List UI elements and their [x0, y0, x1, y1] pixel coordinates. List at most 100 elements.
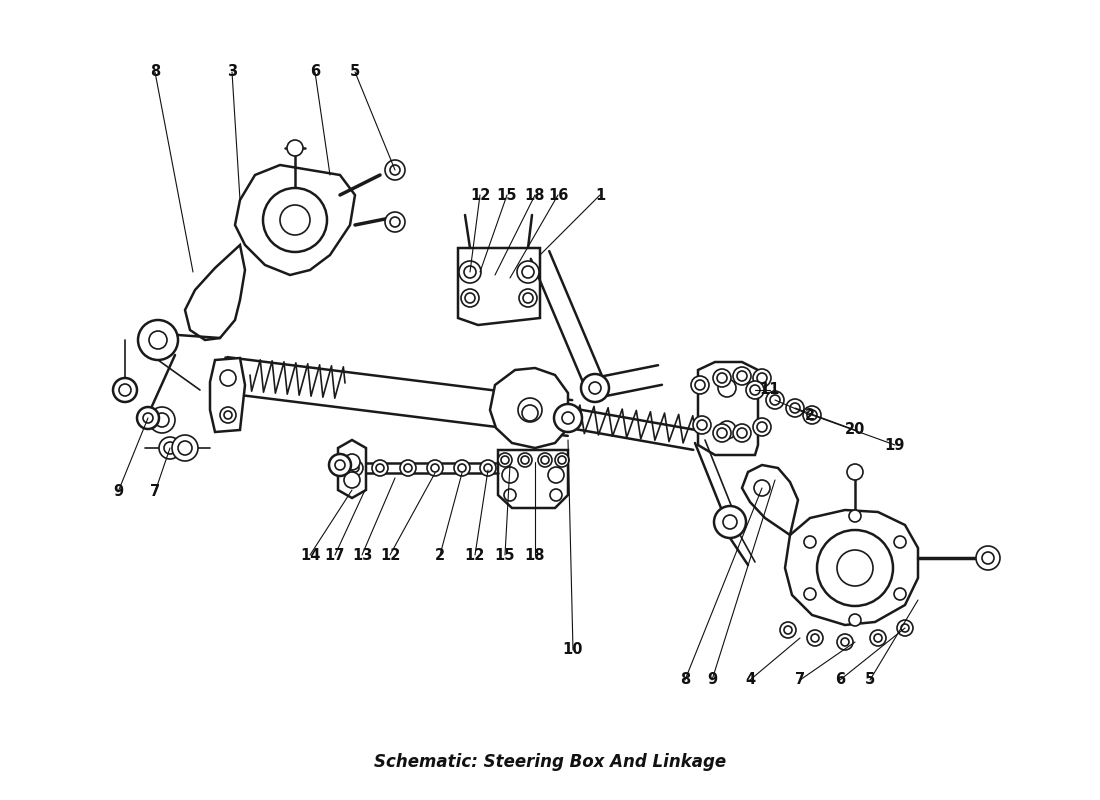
- Text: 6: 6: [835, 673, 845, 687]
- Text: 12: 12: [470, 187, 491, 202]
- Circle shape: [548, 467, 564, 483]
- Circle shape: [427, 460, 443, 476]
- Circle shape: [588, 382, 601, 394]
- Circle shape: [465, 293, 475, 303]
- Text: 15: 15: [495, 547, 515, 562]
- Circle shape: [138, 320, 178, 360]
- Circle shape: [723, 515, 737, 529]
- Text: 6: 6: [310, 65, 320, 79]
- Circle shape: [160, 437, 182, 459]
- Circle shape: [718, 421, 736, 439]
- Text: 7: 7: [150, 485, 161, 499]
- Circle shape: [390, 217, 400, 227]
- Circle shape: [404, 464, 412, 472]
- Text: 9: 9: [707, 673, 717, 687]
- Circle shape: [351, 464, 359, 472]
- Circle shape: [874, 634, 882, 642]
- Polygon shape: [785, 510, 918, 625]
- Text: 18: 18: [525, 547, 546, 562]
- Circle shape: [713, 369, 732, 387]
- Circle shape: [737, 371, 747, 381]
- Circle shape: [849, 614, 861, 626]
- Circle shape: [518, 398, 542, 422]
- Circle shape: [522, 405, 538, 421]
- Text: Schematic: Steering Box And Linkage: Schematic: Steering Box And Linkage: [374, 753, 726, 771]
- Polygon shape: [154, 411, 169, 429]
- Circle shape: [733, 424, 751, 442]
- Circle shape: [178, 441, 192, 455]
- Circle shape: [119, 384, 131, 396]
- Circle shape: [538, 453, 552, 467]
- Text: 13: 13: [352, 547, 372, 562]
- Circle shape: [717, 373, 727, 383]
- Circle shape: [784, 626, 792, 634]
- Circle shape: [733, 367, 751, 385]
- Circle shape: [718, 379, 736, 397]
- Circle shape: [372, 460, 388, 476]
- Circle shape: [754, 369, 771, 387]
- Circle shape: [155, 413, 169, 427]
- Text: 3: 3: [227, 65, 238, 79]
- Circle shape: [817, 530, 893, 606]
- Circle shape: [695, 380, 705, 390]
- Circle shape: [697, 420, 707, 430]
- Circle shape: [757, 373, 767, 383]
- Circle shape: [870, 630, 886, 646]
- Text: 19: 19: [884, 438, 905, 453]
- Circle shape: [280, 205, 310, 235]
- Circle shape: [693, 416, 711, 434]
- Text: 4: 4: [745, 673, 755, 687]
- Circle shape: [385, 212, 405, 232]
- Polygon shape: [338, 440, 366, 498]
- Circle shape: [737, 428, 747, 438]
- Circle shape: [500, 456, 509, 464]
- Circle shape: [790, 403, 800, 413]
- Circle shape: [804, 536, 816, 548]
- Circle shape: [842, 638, 849, 646]
- Circle shape: [461, 289, 478, 307]
- Circle shape: [346, 460, 363, 476]
- Circle shape: [766, 391, 784, 409]
- Circle shape: [164, 442, 176, 454]
- Circle shape: [982, 552, 994, 564]
- Circle shape: [454, 460, 470, 476]
- Text: 14: 14: [300, 547, 320, 562]
- Text: 1: 1: [595, 187, 605, 202]
- Circle shape: [849, 510, 861, 522]
- Text: 5: 5: [865, 673, 876, 687]
- Circle shape: [746, 381, 764, 399]
- Circle shape: [554, 404, 582, 432]
- Circle shape: [390, 165, 400, 175]
- Circle shape: [344, 472, 360, 488]
- Circle shape: [558, 456, 566, 464]
- Circle shape: [896, 620, 913, 636]
- Circle shape: [780, 622, 796, 638]
- Circle shape: [287, 140, 303, 156]
- Circle shape: [847, 464, 864, 480]
- Circle shape: [550, 489, 562, 501]
- Circle shape: [263, 188, 327, 252]
- Circle shape: [894, 588, 906, 600]
- Circle shape: [754, 480, 770, 496]
- Text: 7: 7: [795, 673, 805, 687]
- Circle shape: [803, 406, 821, 424]
- Circle shape: [713, 424, 732, 442]
- Circle shape: [811, 634, 819, 642]
- Circle shape: [804, 588, 816, 600]
- Circle shape: [344, 454, 360, 470]
- Circle shape: [837, 550, 873, 586]
- Circle shape: [786, 399, 804, 417]
- Text: 9: 9: [113, 485, 123, 499]
- Polygon shape: [210, 358, 245, 432]
- Circle shape: [113, 378, 138, 402]
- Circle shape: [521, 456, 529, 464]
- Circle shape: [519, 289, 537, 307]
- Circle shape: [522, 293, 534, 303]
- Text: 5: 5: [350, 65, 360, 79]
- Circle shape: [562, 412, 574, 424]
- Circle shape: [464, 266, 476, 278]
- Circle shape: [541, 456, 549, 464]
- Circle shape: [459, 261, 481, 283]
- Circle shape: [807, 410, 817, 420]
- Circle shape: [754, 418, 771, 436]
